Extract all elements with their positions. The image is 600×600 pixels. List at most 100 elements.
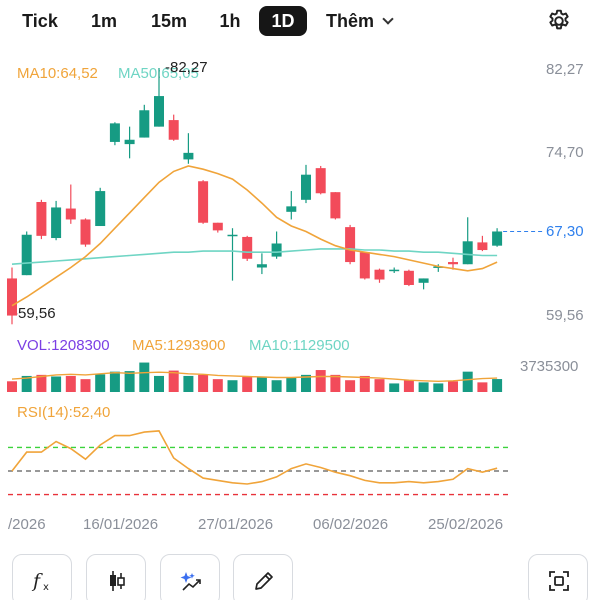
chart-type-button[interactable] (86, 554, 146, 600)
timeframe-tabbar: Tick 1m 15m 1h 1D Thêm (0, 0, 600, 42)
function-icon: f x (31, 570, 49, 593)
rsi-label: RSI(14):52,40 (17, 404, 111, 421)
candle-body (330, 192, 341, 219)
volume-bar (139, 362, 150, 392)
volume-bar (418, 382, 429, 392)
svg-text:x: x (43, 582, 49, 593)
fullscreen-icon (549, 571, 569, 591)
candle-body (36, 201, 47, 236)
candle-body (227, 234, 238, 237)
candle-body (124, 139, 135, 145)
candle-body (374, 269, 385, 280)
volume-bar (389, 383, 400, 392)
volume-bar (315, 370, 326, 392)
ma10-label: MA10:64,52 (17, 65, 98, 82)
volume-bar (256, 376, 267, 392)
volume-bar (109, 371, 120, 392)
volume-bar (271, 380, 282, 392)
tab-1m[interactable]: 1m (90, 11, 117, 31)
tab-1d[interactable]: 1D (259, 6, 307, 36)
chart-canvas[interactable] (0, 40, 600, 540)
candle-body (389, 269, 400, 272)
candle-body (462, 241, 473, 265)
volume-bar (374, 379, 385, 392)
candle-body (139, 110, 150, 138)
candle-body (477, 242, 488, 251)
candle-body (448, 262, 458, 265)
ma50-line (11, 248, 498, 265)
volume-ma5-line (11, 371, 498, 383)
indicator-function-button[interactable]: f x (12, 554, 72, 600)
candle-body (345, 227, 356, 263)
volume-bar (448, 381, 458, 392)
candle-body (51, 207, 62, 239)
volume-axis-max: 3735300 (520, 358, 579, 375)
volume-bar (301, 374, 311, 392)
candle-body (183, 152, 194, 160)
chevron-down-icon (382, 13, 394, 25)
volume-bar (286, 377, 297, 392)
ai-analysis-button[interactable] (160, 554, 220, 600)
candle-body (212, 222, 223, 231)
date-label-3: 06/02/2026 (313, 516, 389, 533)
candle-body (418, 278, 429, 283)
volume-bar (403, 380, 414, 392)
candle-body (286, 206, 297, 212)
date-label-2: 27/01/2026 (198, 516, 274, 533)
price-axis-mid: 74,70 (546, 144, 584, 161)
volume-ma5-label: MA5:1293900 (132, 337, 226, 354)
candle-body (256, 264, 267, 268)
tab-1h[interactable]: 1h (219, 11, 241, 31)
volume-ma10-label: MA10:1129500 (249, 337, 350, 354)
tab-tick[interactable]: Tick (22, 11, 58, 31)
candle-body (198, 181, 209, 223)
gear-icon[interactable] (546, 8, 572, 34)
ai-sparkle-icon (180, 572, 201, 591)
volume-bar (21, 375, 32, 392)
rsi-line (11, 430, 498, 485)
last-price-label: 67,30 (546, 223, 584, 240)
date-label-4: 25/02/2026 (428, 516, 504, 533)
candle-body (492, 231, 503, 246)
volume-bar (462, 371, 473, 392)
candle-body (403, 270, 414, 285)
more-dropdown[interactable]: Thêm (326, 6, 394, 36)
volume-label: VOL:1208300 (17, 337, 110, 354)
candle-body (21, 234, 32, 276)
volume-bar (65, 375, 76, 392)
candle-body (359, 252, 370, 279)
volume-bar (242, 377, 253, 392)
volume-bar (7, 381, 17, 392)
volume-bar (330, 374, 341, 392)
candle-body (301, 174, 311, 200)
date-label-1: 16/01/2026 (83, 516, 159, 533)
candle-body (109, 123, 120, 142)
fullscreen-button[interactable] (528, 554, 588, 600)
volume-bar (36, 374, 47, 392)
volume-bar (198, 374, 209, 392)
more-label: Thêm (326, 11, 375, 31)
volume-bar (359, 375, 370, 392)
price-axis-high: 82,27 (546, 61, 584, 78)
svg-text:f: f (31, 570, 43, 592)
tab-15m[interactable]: 15m (150, 11, 188, 31)
candle-body (242, 236, 253, 259)
candle-body (65, 208, 76, 220)
candle-body (271, 243, 282, 257)
drawing-tool-button[interactable] (233, 554, 293, 600)
volume-bar (433, 383, 444, 392)
candle-body (80, 219, 91, 245)
candle-body (154, 96, 164, 127)
volume-bar (154, 375, 164, 392)
volume-bar (183, 375, 194, 392)
candlestick-icon (110, 571, 125, 591)
date-label-0: /2026 (8, 516, 46, 533)
pencil-icon (255, 572, 273, 590)
volume-bar (477, 382, 488, 392)
volume-bar (51, 376, 62, 392)
candle-body (7, 278, 17, 316)
ma10-line (11, 165, 498, 307)
price-axis-low: 59,56 (546, 307, 584, 324)
candle-body (315, 168, 326, 194)
volume-bar (345, 380, 356, 392)
